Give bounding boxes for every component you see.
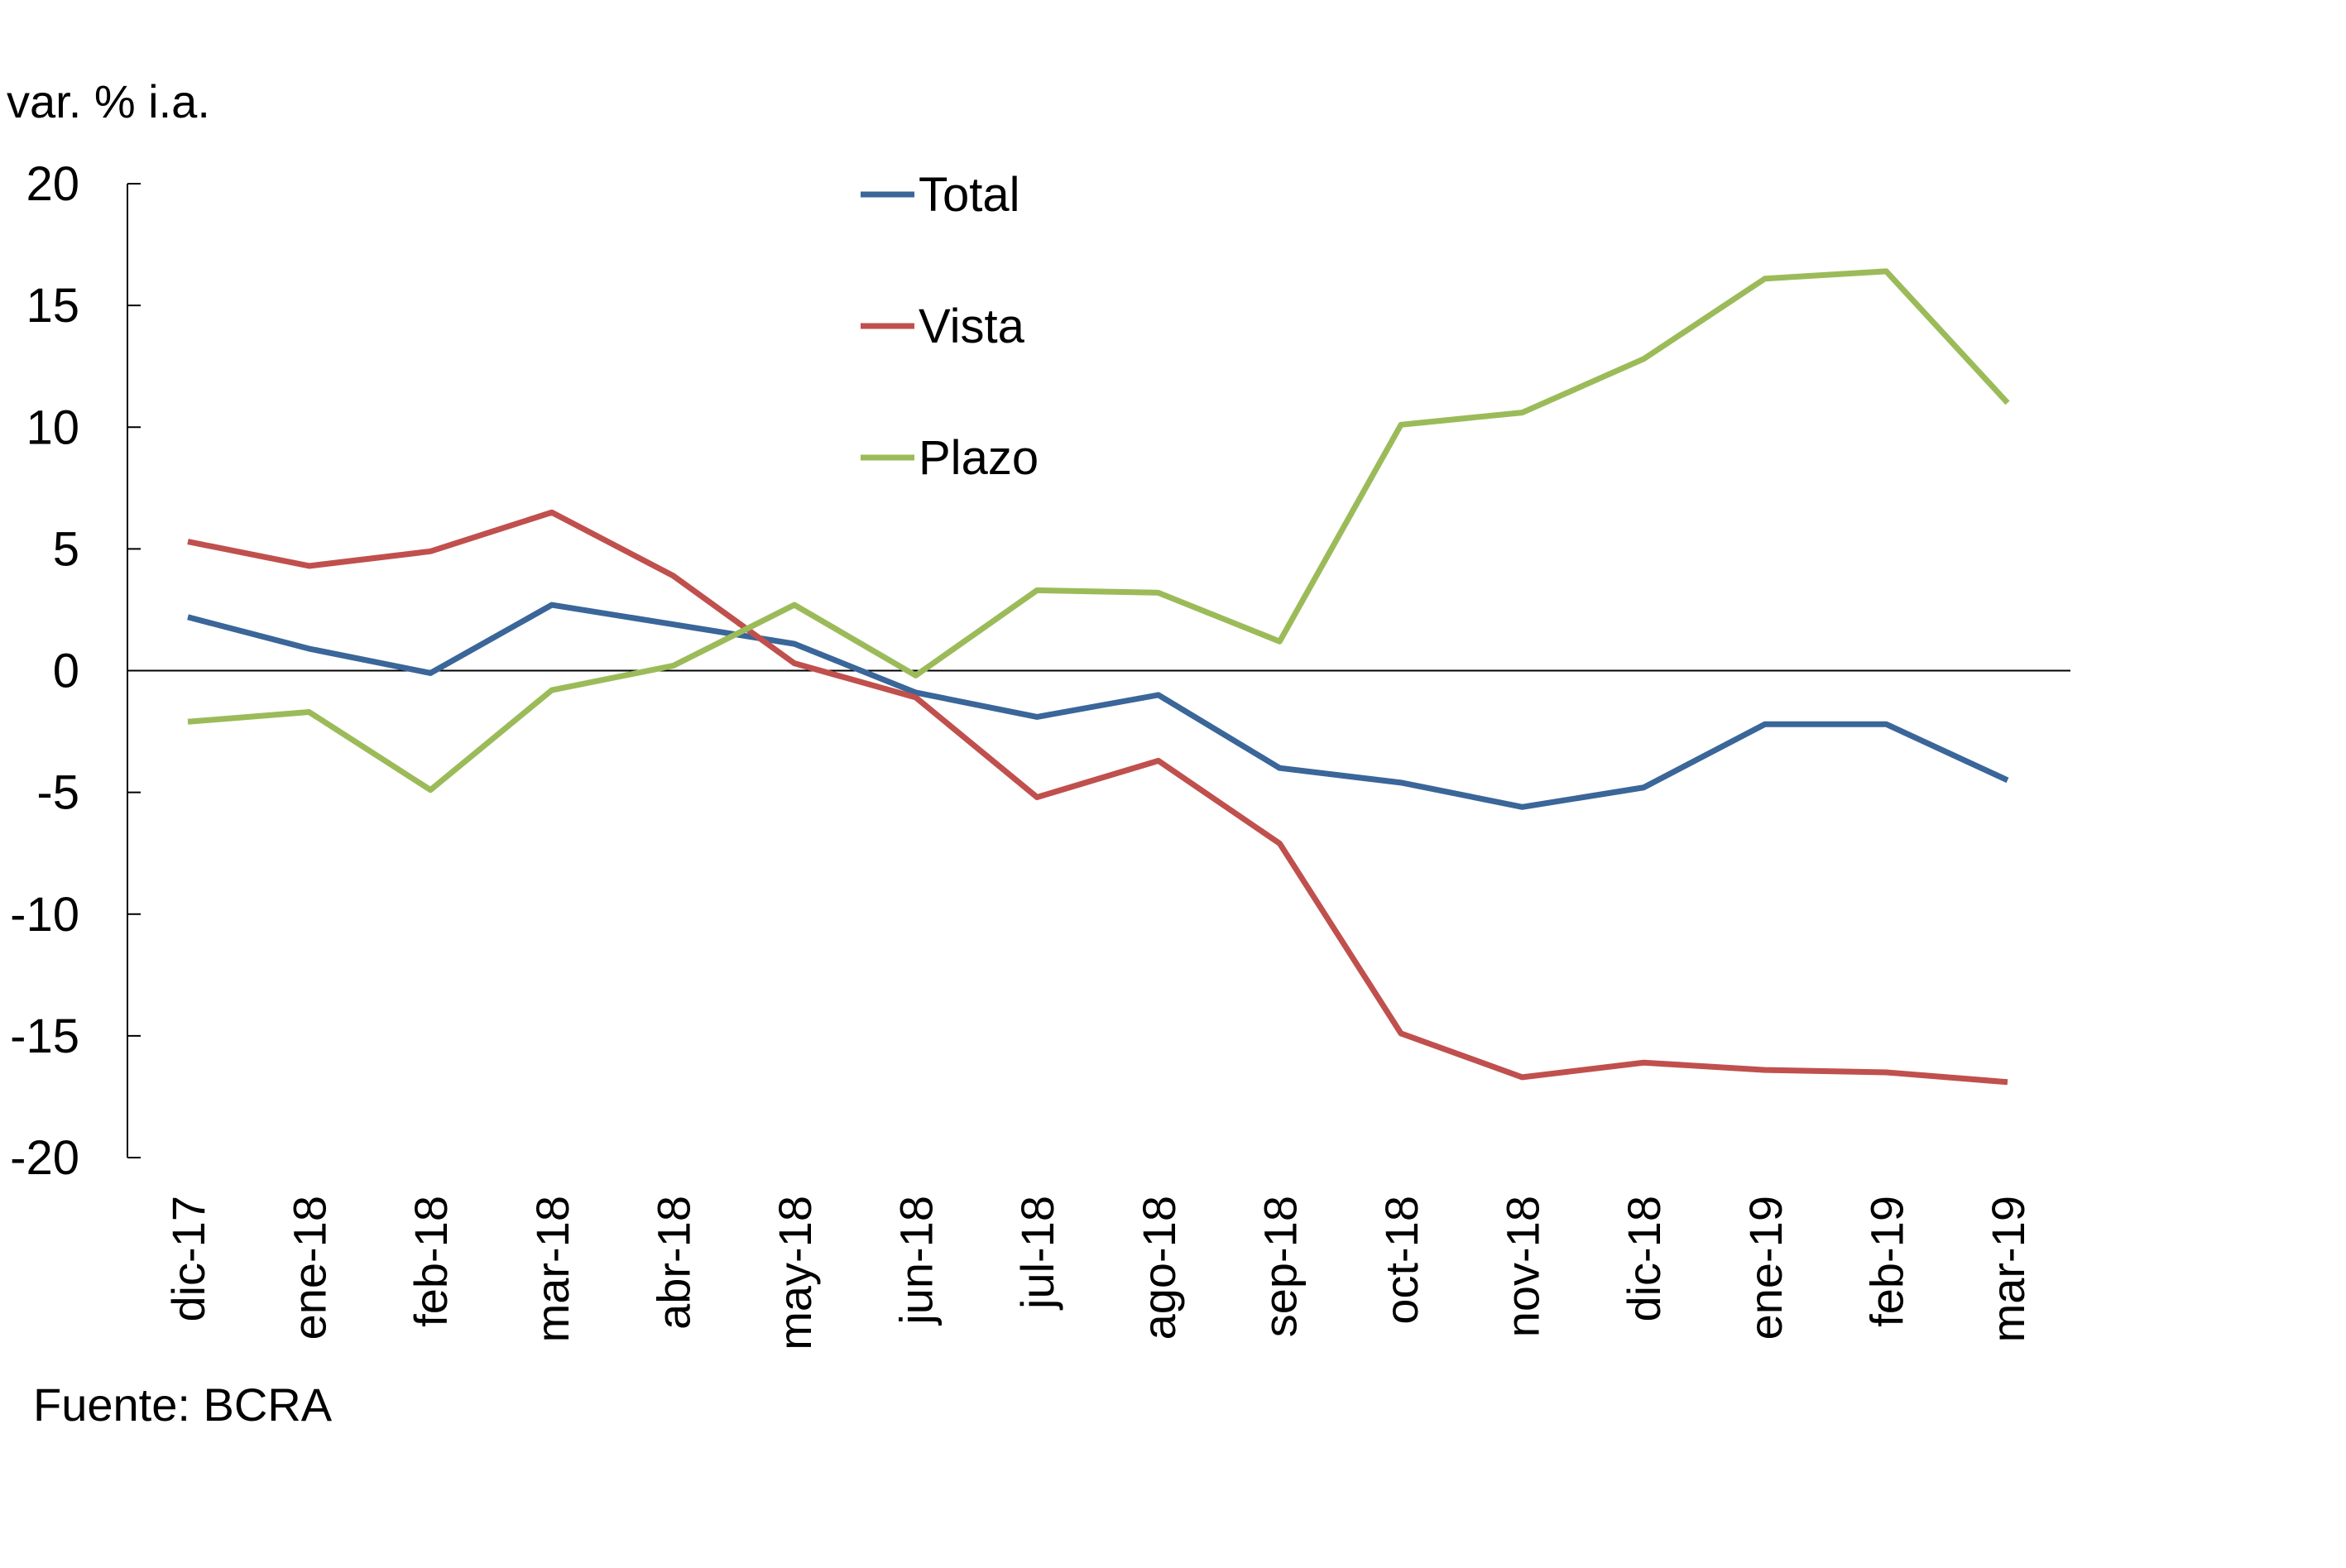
y-tick-label: -10 xyxy=(10,888,79,942)
legend-label-vista: Vista xyxy=(919,300,1025,353)
y-tick-label: 0 xyxy=(53,645,79,698)
y-tick-label: -5 xyxy=(36,766,79,820)
x-tick-label: dic-18 xyxy=(1618,1196,1670,1322)
series-line-plazo xyxy=(188,271,2008,790)
legend: Total Vista Plazo xyxy=(861,168,1039,485)
x-tick-label: feb-18 xyxy=(405,1196,457,1327)
y-axis: 20 15 10 5 0 -5 -10 -15 -20 xyxy=(10,157,141,1185)
y-tick-label: 5 xyxy=(53,522,79,576)
legend-label-total: Total xyxy=(919,168,1020,222)
series-line-vista xyxy=(188,512,2008,1082)
x-tick-label: abr-18 xyxy=(647,1196,699,1330)
y-tick-label: 20 xyxy=(26,157,79,211)
y-tick-label: 15 xyxy=(26,279,79,333)
y-tick-label: 10 xyxy=(26,400,79,454)
source-note: Fuente: BCRA xyxy=(33,1379,333,1431)
x-tick-label: mar-18 xyxy=(526,1196,578,1342)
x-tick-label: sep-18 xyxy=(1254,1196,1306,1337)
x-tick-label: oct-18 xyxy=(1375,1196,1427,1325)
y-tick-label: -20 xyxy=(10,1131,79,1185)
x-tick-label: dic-17 xyxy=(162,1196,214,1322)
y-axis-label: var. % i.a. xyxy=(7,75,210,127)
y-tick-label: -15 xyxy=(10,1009,79,1063)
x-tick-label: ene-19 xyxy=(1739,1196,1792,1340)
x-axis: dic-17 ene-18 feb-18 mar-18 abr-18 may-18 jun-… xyxy=(127,671,2070,1350)
legend-label-plazo: Plazo xyxy=(919,431,1039,485)
x-tick-label: nov-18 xyxy=(1497,1196,1549,1337)
x-tick-label: ago-18 xyxy=(1133,1196,1185,1340)
series-lines xyxy=(188,271,2008,1082)
x-tick-label: ene-18 xyxy=(284,1196,336,1340)
x-tick-label: feb-19 xyxy=(1860,1196,1912,1327)
x-tick-label: mar-19 xyxy=(1982,1196,2034,1342)
x-tick-label: may-18 xyxy=(769,1196,821,1350)
x-tick-label: jun-18 xyxy=(890,1196,943,1326)
x-tick-label: jul-18 xyxy=(1011,1196,1063,1311)
